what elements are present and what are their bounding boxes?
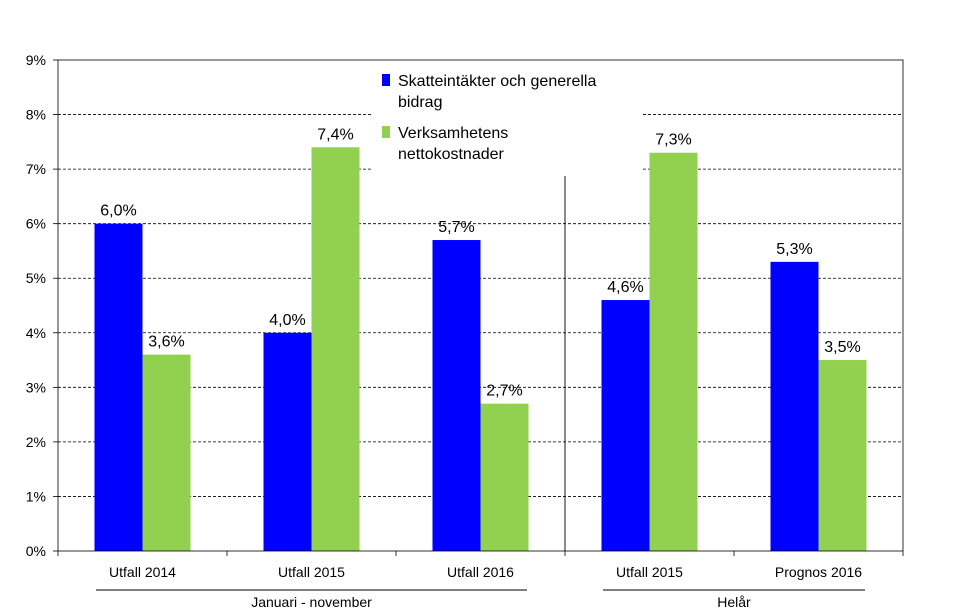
legend-box	[372, 64, 642, 176]
data-label: 7,3%	[655, 132, 691, 149]
legend-label: bidrag	[398, 94, 442, 111]
x-tick-label: Utfall 2014	[109, 564, 176, 580]
legend-swatch	[382, 126, 390, 138]
plot-frame	[57, 59, 904, 552]
data-label: 2,7%	[486, 383, 522, 400]
bar	[142, 354, 191, 551]
bar	[818, 360, 867, 551]
data-label: 5,7%	[438, 219, 474, 236]
y-tick-label: 6%	[26, 216, 46, 232]
y-tick-label: 9%	[26, 52, 46, 68]
bar	[601, 300, 650, 551]
x-tick-labels: Utfall 2014 Utfall 2015 Utfall 2016 Utfall …	[109, 564, 862, 580]
y-tick-label: 4%	[26, 325, 46, 341]
y-tick-label: 5%	[26, 270, 46, 286]
legend-label: Skatteintäkter och generella	[398, 73, 596, 90]
y-tick-label: 3%	[26, 379, 46, 395]
y-tick-label: 8%	[26, 107, 46, 123]
data-label: 4,0%	[269, 312, 305, 329]
legend: Skatteintäkter och generella bidrag Verksa…	[372, 64, 642, 176]
x-tick-label: Prognos 2016	[775, 564, 862, 580]
group-label: Helår	[717, 594, 751, 610]
legend-label: Verksamhetens	[398, 125, 508, 142]
y-tick-label: 1%	[26, 488, 46, 504]
data-labels: 6,0% 3,6% 4,0% 7,4% 5,7% 2,7% 4,6% 7,3% 5,3% 3,5%	[100, 126, 860, 399]
y-tick-labels: 0% 1% 2% 3% 4% 5% 6% 7% 8% 9%	[26, 52, 46, 559]
data-label: 6,0%	[100, 203, 136, 220]
bar	[311, 147, 360, 552]
y-tick-label: 7%	[26, 161, 46, 177]
data-label: 5,3%	[776, 241, 812, 258]
x-tick-label: Utfall 2016	[447, 564, 514, 580]
y-tick-label: 0%	[26, 543, 46, 559]
bar	[263, 332, 312, 551]
bars	[94, 147, 867, 552]
data-label: 7,4%	[317, 126, 353, 143]
y-tick-label: 2%	[26, 434, 46, 450]
data-label: 4,6%	[607, 279, 643, 296]
bar	[649, 152, 698, 551]
legend-label: nettokostnader	[398, 146, 505, 163]
bar	[432, 240, 481, 552]
bar	[770, 261, 819, 551]
data-label: 3,6%	[148, 334, 184, 351]
x-tick-label: Utfall 2015	[278, 564, 345, 580]
bar	[94, 223, 143, 551]
group-label: Januari - november	[251, 594, 372, 610]
legend-swatch	[382, 74, 390, 86]
data-label: 3,5%	[824, 339, 860, 356]
x-tick-label: Utfall 2015	[616, 564, 683, 580]
category-groups: Januari - november Helår	[96, 589, 865, 610]
bar	[480, 403, 529, 551]
